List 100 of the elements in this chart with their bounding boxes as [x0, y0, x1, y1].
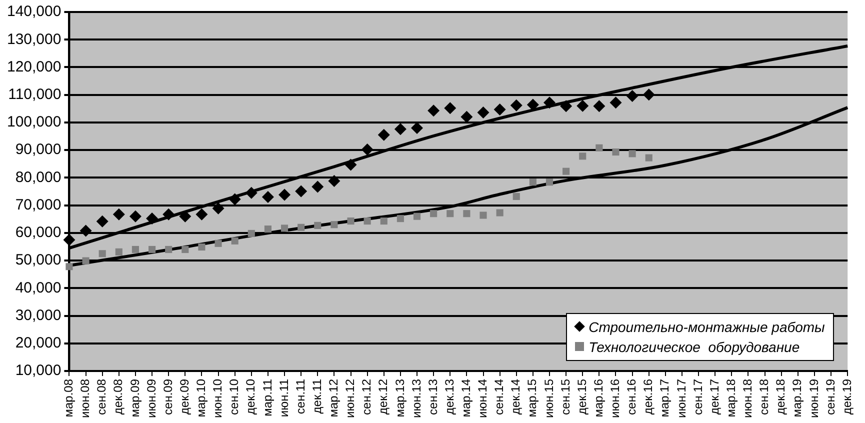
x-tick-label: сен.15: [558, 378, 572, 415]
point: [593, 100, 606, 112]
x-tick-label: мар.18: [724, 378, 738, 418]
x-tick-label: мар.14: [459, 378, 474, 418]
point: [148, 246, 156, 254]
y-tick-label: 60,000: [15, 224, 62, 242]
point: [63, 234, 76, 246]
point: [278, 188, 291, 201]
point: [430, 210, 438, 218]
x-tick-label: сен.17: [690, 378, 705, 415]
x-tick-label: мар.08: [62, 378, 76, 418]
point: [496, 209, 504, 216]
y-tick-label: 20,000: [15, 334, 62, 352]
point: [642, 88, 655, 101]
point: [66, 263, 73, 270]
x-tick-label: дек.19: [840, 378, 854, 415]
point: [529, 178, 536, 186]
point: [510, 99, 522, 112]
point: [626, 90, 638, 102]
x-tick-label: сен.08: [94, 378, 109, 415]
x-tick-label: сен.10: [227, 378, 242, 415]
point: [248, 230, 255, 238]
x-tick-label: мар.19: [790, 378, 804, 418]
x-tick-label: июн.19: [806, 378, 821, 418]
point: [198, 243, 206, 251]
point: [347, 218, 354, 225]
x-tick-label: дек.09: [177, 378, 192, 415]
point: [262, 191, 274, 204]
x-tick-label: сен.14: [492, 378, 506, 415]
x-tick-label: сен.18: [757, 378, 772, 415]
y-tick-label: 110,000: [8, 86, 62, 103]
x-tick-label: июн.15: [542, 378, 556, 418]
x-tick-label: июн.08: [78, 378, 92, 418]
x-tick-label: сен.13: [426, 378, 440, 415]
x-tick-label: мар.13: [392, 378, 407, 418]
x-tick-label: дек.18: [774, 378, 788, 415]
point: [80, 224, 92, 237]
x-tick-label: дек.11: [310, 378, 324, 414]
point: [413, 212, 421, 220]
point: [628, 150, 636, 158]
point: [179, 210, 192, 222]
x-tick-label: сен.16: [624, 378, 639, 415]
point: [182, 246, 189, 254]
y-tick-label: 140,000: [6, 3, 62, 20]
x-tick-label: дек.12: [376, 378, 390, 415]
x-tick-label: сен.09: [160, 378, 175, 415]
point: [512, 192, 520, 200]
x-tick-label: дек.14: [508, 378, 523, 415]
x-tick-label: сен.12: [360, 378, 374, 415]
x-tick-label: дек.16: [641, 378, 656, 415]
point: [477, 106, 490, 119]
point: [364, 218, 371, 225]
point: [312, 180, 324, 193]
x-tick-label: июн.13: [409, 378, 424, 418]
point: [330, 221, 338, 228]
y-tick-label: 40,000: [15, 279, 62, 296]
x-tick-label: сен.11: [293, 378, 308, 414]
point: [96, 215, 108, 228]
x-tick-label: мар.17: [658, 378, 672, 418]
point: [394, 123, 406, 136]
point: [82, 257, 90, 264]
x-tick-label: июн.14: [476, 378, 490, 418]
x-tick-label: июн.11: [276, 378, 291, 418]
point: [344, 158, 357, 171]
point: [231, 237, 238, 244]
x-tick-label: дек.10: [244, 378, 258, 415]
point: [463, 210, 470, 218]
point: [212, 202, 224, 214]
point: [245, 186, 258, 199]
point: [446, 210, 454, 218]
y-tick-label: 70,000: [15, 196, 62, 214]
point: [480, 212, 487, 219]
point: [98, 250, 106, 258]
y-tick-label: 30,000: [15, 306, 62, 324]
x-tick-label: мар.16: [591, 378, 606, 418]
point: [196, 208, 208, 220]
point: [264, 226, 272, 233]
point: [579, 152, 586, 160]
point: [380, 218, 388, 225]
point: [361, 144, 374, 156]
x-tick-label: дек.13: [442, 378, 456, 415]
x-tick-label: мар.09: [128, 378, 142, 418]
point: [165, 246, 172, 254]
point: [546, 178, 554, 186]
legend-label: Строительно-монтажные работы: [588, 318, 825, 337]
x-tick-label: июн.18: [740, 378, 755, 418]
point: [162, 208, 175, 220]
y-tick-label: 130,000: [6, 30, 62, 48]
y-tick-label: 120,000: [6, 58, 62, 76]
x-tick-label: июн.10: [210, 378, 225, 418]
point: [444, 102, 456, 114]
point: [460, 110, 473, 123]
point: [146, 212, 158, 225]
point: [115, 248, 122, 256]
x-tick-label: мар.15: [525, 378, 540, 418]
point: [612, 148, 620, 156]
x-tick-label: июн.17: [674, 378, 688, 418]
y-tick-label: 80,000: [15, 168, 62, 186]
x-tick-label: сен.19: [823, 378, 838, 415]
point: [228, 193, 241, 206]
